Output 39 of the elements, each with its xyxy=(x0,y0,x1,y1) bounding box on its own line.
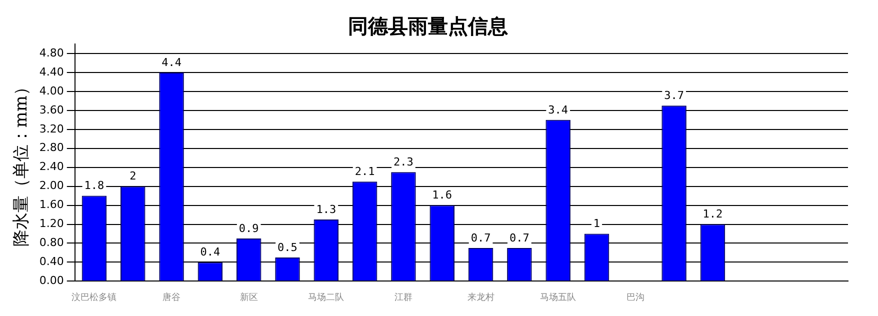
chart-title: 同德县雨量点信息 xyxy=(348,14,508,38)
data-label: 3.7 xyxy=(664,89,684,102)
data-label: 2.3 xyxy=(394,155,414,168)
x-tick-label: 汶巴松多镇 xyxy=(72,292,117,303)
x-tick-label: 马场五队 xyxy=(540,292,576,303)
data-label: 1 xyxy=(593,217,600,230)
y-tick-label: 2.00 xyxy=(39,179,64,192)
data-label: 2.1 xyxy=(354,164,375,178)
x-tick-label: 江群 xyxy=(394,292,412,303)
data-label: 0.7 xyxy=(509,231,530,244)
data-label: 1.6 xyxy=(432,188,452,202)
x-tick-label: 马场二队 xyxy=(308,292,344,303)
data-label: 3.4 xyxy=(548,103,568,116)
x-tick-label: 来龙村 xyxy=(467,292,494,303)
x-tick-label: 巴沟 xyxy=(626,292,644,303)
y-tick-label: 0.40 xyxy=(39,255,64,268)
data-label: 0.9 xyxy=(238,222,259,235)
data-label: 0.7 xyxy=(470,231,491,244)
y-tick-label: 2.40 xyxy=(39,160,64,174)
y-tick-label: 4.00 xyxy=(39,84,64,98)
y-tick-label: 2.80 xyxy=(39,141,64,154)
y-tick-label: 3.60 xyxy=(39,103,64,116)
data-label: 0.4 xyxy=(200,246,220,259)
y-tick-label: 4.80 xyxy=(39,46,64,60)
data-label: 1.2 xyxy=(702,208,723,221)
data-label: 2 xyxy=(130,170,136,183)
data-label: 1.8 xyxy=(84,179,104,192)
y-tick-label: 1.60 xyxy=(39,198,64,212)
data-label: 0.5 xyxy=(278,240,298,254)
data-label: 4.4 xyxy=(162,56,182,69)
y-tick-label: 1.20 xyxy=(39,217,64,230)
y-tick-label: 0.00 xyxy=(39,274,64,288)
x-tick-label: 新区 xyxy=(240,292,258,303)
y-tick-label: 3.20 xyxy=(39,122,64,136)
y-tick-label: 4.40 xyxy=(39,65,64,78)
data-label: 1.3 xyxy=(316,202,336,216)
x-tick-label: 唐谷 xyxy=(162,292,181,303)
y-axis-title: 降水量（单位：mm） xyxy=(12,78,32,247)
y-tick-label: 0.80 xyxy=(39,236,64,250)
